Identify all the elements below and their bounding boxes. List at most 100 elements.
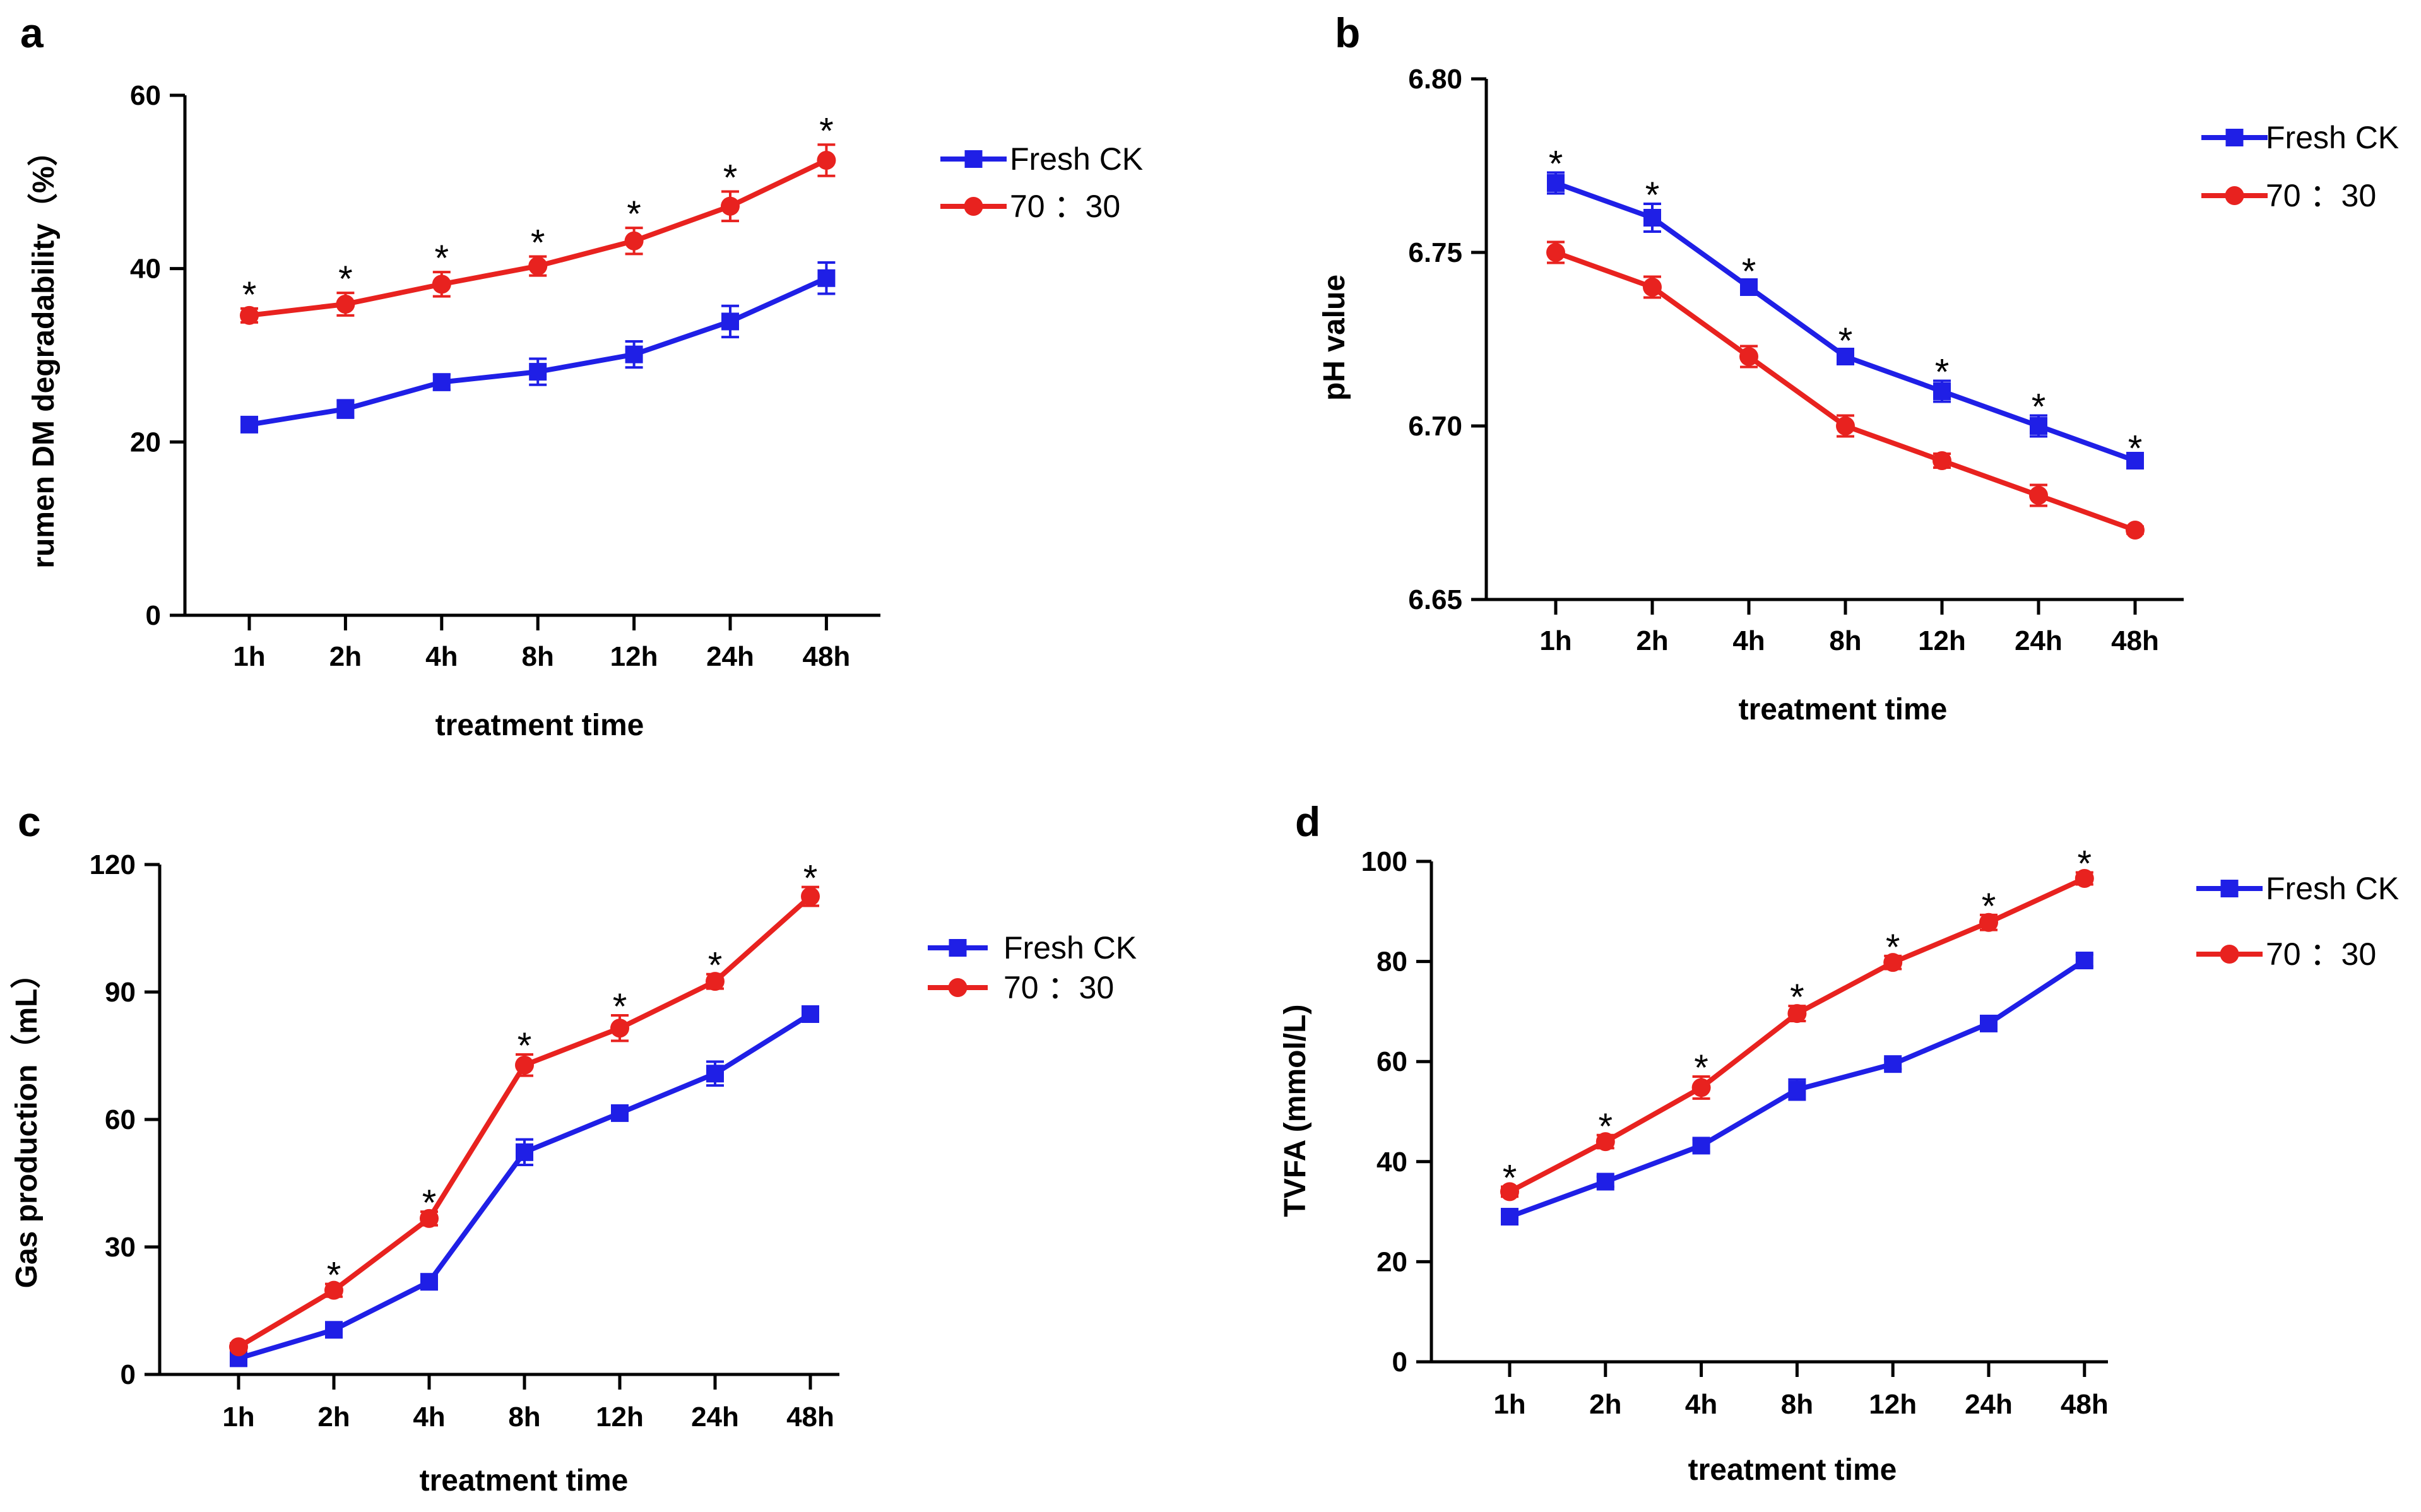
significance-marker: * — [1838, 321, 1853, 362]
x-tick-label: 4h — [1685, 1389, 1717, 1420]
data-point-ratio — [2029, 486, 2048, 505]
panel-letter-c: c — [18, 798, 41, 845]
significance-marker: * — [1935, 352, 1950, 393]
data-point-ratio — [1595, 1132, 1615, 1152]
legend-label: 70 ：30 — [2266, 178, 2376, 213]
y-tick-label: 40 — [1376, 1147, 1407, 1178]
data-point-fresh-ck — [2075, 952, 2093, 970]
significance-marker: * — [708, 945, 723, 986]
significance-marker: * — [518, 1025, 532, 1066]
data-point-fresh-ck — [2126, 452, 2144, 470]
data-point-fresh-ck — [1501, 1208, 1518, 1226]
x-tick-label: 12h — [610, 641, 658, 672]
x-tick-label: 24h — [2015, 625, 2063, 656]
x-tick-label: 48h — [786, 1402, 834, 1432]
x-tick-label: 8h — [508, 1402, 540, 1432]
panel-letter-a: a — [20, 9, 44, 56]
legend-marker-ratio — [948, 978, 968, 997]
x-tick-label: 2h — [1589, 1389, 1621, 1420]
x-tick-label: 48h — [2061, 1389, 2109, 1420]
y-tick-label: 90 — [105, 977, 136, 1008]
x-tick-label: 4h — [1732, 625, 1765, 656]
significance-marker: * — [531, 222, 545, 263]
legend-label: 70 ：30 — [1003, 970, 1114, 1005]
data-point-ratio — [2126, 521, 2145, 540]
y-tick-label: 6.65 — [1408, 584, 1462, 615]
series-line-ratio — [237, 894, 812, 1349]
y-axis-title: pH value — [1318, 275, 1351, 401]
legend-label: Fresh CK — [2266, 120, 2399, 155]
y-tick-label: 60 — [130, 80, 161, 111]
y-tick-label: 20 — [130, 427, 161, 458]
y-tick-label: 60 — [105, 1104, 136, 1135]
y-tick-label: 30 — [105, 1232, 136, 1263]
x-tick-label: 2h — [1636, 625, 1668, 656]
significance-marker: * — [1645, 175, 1660, 216]
legend-marker-ratio — [2225, 186, 2244, 205]
data-point-fresh-ck — [1692, 1137, 1710, 1155]
data-point-ratio — [1836, 416, 1855, 435]
significance-marker: * — [1503, 1157, 1517, 1198]
legend-label: 70 ：30 — [1010, 189, 1120, 224]
data-point-ratio — [1739, 347, 1758, 366]
x-tick-label: 2h — [317, 1402, 350, 1432]
series-line-ratio — [1554, 250, 2136, 533]
x-tick-label: 48h — [2111, 625, 2159, 656]
y-axis-title: TVFA (mmol/L) — [1279, 1005, 1312, 1217]
data-point-ratio — [515, 1055, 534, 1075]
legend-marker-fresh-ck — [949, 939, 967, 957]
x-tick-label: 1h — [222, 1402, 254, 1432]
x-tick-label: 24h — [691, 1402, 739, 1432]
x-tick-label: 48h — [802, 641, 850, 672]
data-point-fresh-ck — [611, 1104, 629, 1122]
data-point-ratio — [229, 1337, 248, 1357]
significance-marker: * — [1790, 977, 1804, 1018]
data-point-ratio — [1643, 278, 1662, 297]
significance-marker: * — [819, 110, 834, 151]
data-point-ratio — [1883, 953, 1903, 972]
data-point-ratio — [1691, 1078, 1711, 1097]
data-point-fresh-ck — [625, 345, 643, 363]
significance-marker: * — [2078, 843, 2092, 884]
data-point-ratio — [336, 294, 355, 314]
data-point-fresh-ck — [1740, 278, 1758, 296]
legend-marker-ratio — [964, 197, 983, 216]
data-point-ratio — [1787, 1004, 1807, 1024]
x-tick-label: 1h — [1539, 625, 1572, 656]
y-tick-label: 100 — [1361, 846, 1407, 877]
x-tick-label: 1h — [233, 641, 265, 672]
x-tick-label: 12h — [1869, 1389, 1917, 1420]
legend-marker-ratio — [2220, 945, 2239, 964]
data-point-ratio — [432, 275, 451, 294]
data-point-ratio — [624, 231, 644, 251]
data-point-fresh-ck — [1596, 1172, 1614, 1191]
x-tick-label: 4h — [413, 1402, 445, 1432]
x-tick-label: 2h — [329, 641, 362, 672]
data-point-ratio — [240, 305, 259, 325]
significance-marker: * — [1599, 1106, 1613, 1147]
x-tick-label: 8h — [1781, 1389, 1813, 1420]
x-tick-label: 1h — [1493, 1389, 1525, 1420]
data-point-fresh-ck — [1884, 1055, 1902, 1073]
significance-marker: * — [627, 194, 641, 235]
x-axis-title: treatment time — [420, 1464, 629, 1497]
data-point-fresh-ck — [336, 400, 355, 418]
significance-marker: * — [1549, 144, 1563, 185]
significance-marker: * — [1982, 886, 1996, 927]
data-point-ratio — [324, 1280, 343, 1300]
data-point-ratio — [1500, 1182, 1519, 1202]
legend-label: 70 ：30 — [2266, 936, 2376, 972]
x-axis-title: treatment time — [1688, 1453, 1897, 1487]
data-point-ratio — [2075, 868, 2094, 888]
y-tick-label: 0 — [146, 600, 161, 631]
x-tick-label: 8h — [1829, 625, 1861, 656]
significance-marker: * — [435, 238, 449, 279]
data-point-fresh-ck — [802, 1005, 819, 1024]
data-point-fresh-ck — [2030, 417, 2047, 435]
legend-marker-fresh-ck — [964, 150, 983, 168]
data-point-ratio — [420, 1208, 439, 1228]
x-axis-title: treatment time — [1739, 693, 1948, 726]
significance-marker: * — [327, 1255, 341, 1296]
y-axis-title: Gas production（mL） — [10, 959, 44, 1289]
data-point-fresh-ck — [516, 1143, 533, 1161]
